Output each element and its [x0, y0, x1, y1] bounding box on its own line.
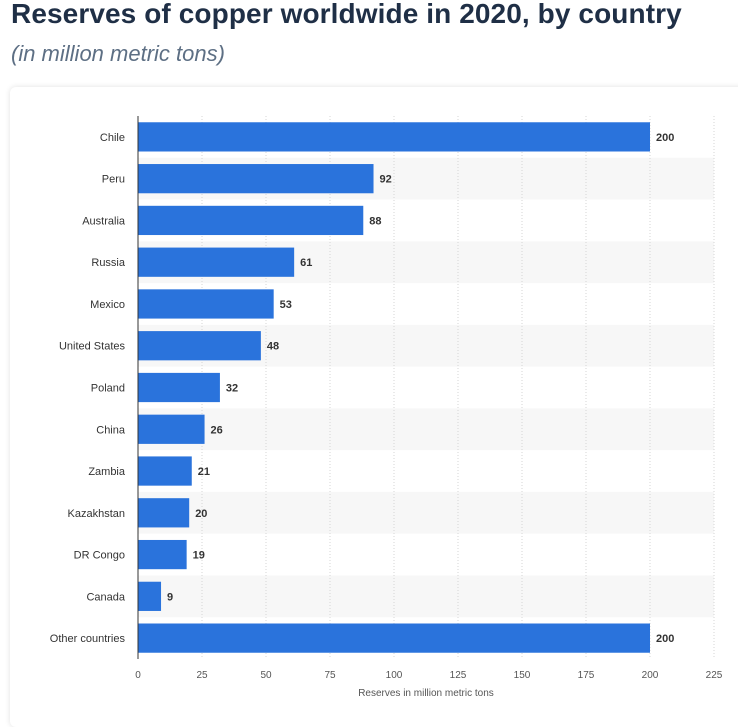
- x-tick-label: 125: [450, 670, 467, 681]
- data-label: 88: [369, 215, 381, 227]
- bar: [138, 372, 220, 403]
- category-label: Chile: [100, 132, 125, 144]
- data-label: 26: [211, 424, 223, 436]
- data-label: 20: [195, 508, 207, 520]
- bar: [138, 456, 192, 486]
- bar: [138, 623, 650, 653]
- category-label: China: [96, 424, 126, 436]
- data-label: 200: [656, 132, 674, 144]
- category-label: Russia: [91, 257, 126, 269]
- data-label: 32: [226, 383, 238, 395]
- chart-subtitle: (in million metric tons): [11, 41, 225, 66]
- x-tick-label: 225: [706, 670, 723, 681]
- data-label: 53: [280, 299, 292, 311]
- category-label: Other countries: [50, 633, 126, 645]
- row-stripe: [138, 491, 714, 534]
- bar: [138, 581, 162, 611]
- data-label: 21: [198, 466, 210, 478]
- bar: [138, 414, 205, 444]
- category-label: Mexico: [90, 299, 125, 311]
- bar: [138, 247, 295, 277]
- category-label: Zambia: [88, 466, 126, 478]
- x-tick-label: 0: [135, 670, 141, 681]
- data-label: 48: [267, 341, 279, 353]
- x-tick-label: 25: [196, 670, 208, 681]
- category-label: Peru: [102, 174, 125, 186]
- data-label: 19: [193, 550, 205, 562]
- x-tick-label: 200: [642, 670, 659, 681]
- data-label: 9: [167, 591, 173, 603]
- bar: [138, 289, 274, 319]
- x-tick-label: 175: [578, 670, 595, 681]
- bar: [138, 498, 190, 528]
- category-label: United States: [59, 341, 126, 353]
- x-tick-label: 75: [324, 670, 336, 681]
- x-tick-label: 150: [514, 670, 531, 681]
- bar: [138, 122, 650, 152]
- data-label: 92: [380, 174, 392, 186]
- bar: [138, 205, 364, 236]
- bar: [138, 539, 187, 570]
- bar: [138, 164, 374, 194]
- row-stripe: [138, 575, 714, 618]
- chart-title: Reserves of copper worldwide in 2020, by…: [11, 0, 682, 29]
- category-label: Kazakhstan: [68, 508, 125, 520]
- data-label: 61: [300, 257, 312, 269]
- x-tick-label: 100: [386, 670, 403, 681]
- row-stripe: [138, 408, 714, 451]
- bar: [138, 331, 261, 361]
- x-axis-title: Reserves in million metric tons: [358, 688, 494, 699]
- category-label: DR Congo: [74, 550, 125, 562]
- category-label: Canada: [86, 591, 125, 603]
- category-label: Australia: [82, 215, 126, 227]
- data-label: 200: [656, 633, 674, 645]
- category-label: Poland: [91, 383, 125, 395]
- x-tick-label: 50: [260, 670, 272, 681]
